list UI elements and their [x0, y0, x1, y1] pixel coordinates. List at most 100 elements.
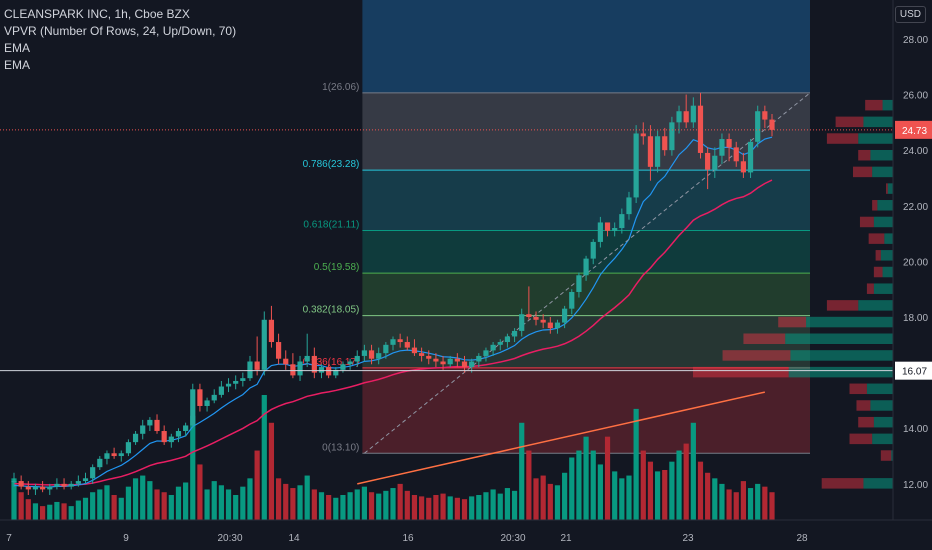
- volume-bar: [204, 489, 210, 520]
- indicator-ema-2[interactable]: EMA: [4, 58, 31, 72]
- vp-up-bar: [870, 149, 893, 161]
- volume-bar: [376, 493, 382, 520]
- volume-bar: [54, 501, 60, 520]
- vp-down-bar: [778, 316, 807, 328]
- vp-up-bar: [785, 333, 893, 345]
- candle-body: [604, 222, 611, 231]
- volume-bar: [125, 486, 132, 520]
- volume-bar: [61, 503, 67, 520]
- candle-body: [640, 133, 646, 137]
- candle-body: [54, 483, 60, 487]
- candle-body: [469, 361, 475, 368]
- candle-body: [290, 364, 296, 376]
- candle-body: [240, 378, 246, 381]
- vp-down-bar: [873, 266, 883, 278]
- candle-body: [104, 453, 110, 459]
- symbol-title[interactable]: CLEANSPARK INC, 1h, Cboe BZX: [4, 7, 190, 21]
- volume-bar: [333, 497, 339, 520]
- indicator-vpvr[interactable]: VPVR (Number Of Rows, 24, Up/Down, 70): [4, 24, 237, 38]
- volume-bar: [390, 488, 396, 520]
- volume-bar: [604, 436, 611, 520]
- volume-bar: [554, 485, 561, 520]
- candle-body: [454, 358, 460, 362]
- vp-up-bar: [788, 366, 893, 378]
- volume-bar: [433, 495, 439, 520]
- volume-bar: [476, 495, 482, 520]
- volume-bar: [419, 496, 425, 520]
- vp-up-bar: [887, 183, 893, 194]
- candle-body: [275, 342, 282, 359]
- volume-bar: [82, 497, 89, 520]
- time-tick-label: 28: [796, 533, 808, 544]
- candle-body: [476, 355, 482, 362]
- candle-body: [90, 467, 96, 479]
- volume-bar: [25, 499, 31, 520]
- crosshair-price-tag: [895, 361, 932, 380]
- volume-bar: [233, 495, 239, 520]
- candle-body: [619, 214, 625, 229]
- volume-bar: [32, 503, 39, 520]
- volume-bar: [247, 478, 253, 520]
- candle-body: [383, 344, 389, 354]
- candle-body: [647, 136, 654, 167]
- volume-bar: [662, 470, 668, 520]
- volume-bar: [47, 504, 53, 520]
- candle-body: [361, 350, 367, 356]
- candle-body: [347, 361, 353, 365]
- candle-body: [569, 291, 575, 309]
- volume-bar: [719, 483, 725, 520]
- candle-body: [426, 355, 432, 359]
- candle-body: [769, 119, 775, 130]
- candle-body: [733, 147, 739, 162]
- candle-body: [447, 358, 453, 365]
- volume-bar: [183, 482, 189, 520]
- volume-bar: [426, 497, 432, 520]
- candle-body: [211, 394, 217, 401]
- volume-bar: [712, 478, 718, 520]
- candle-body: [461, 361, 468, 368]
- volume-bar: [211, 481, 217, 520]
- volume-bar: [254, 450, 260, 520]
- volume-bar: [297, 485, 303, 520]
- volume-bar: [726, 489, 732, 520]
- candle-body: [304, 355, 310, 362]
- candle-body: [376, 353, 382, 359]
- fib-level-label: 0.786(23.28): [303, 159, 360, 170]
- candle-body: [340, 364, 346, 370]
- vp-up-bar: [870, 400, 893, 411]
- volume-bar: [669, 461, 675, 520]
- candle-body: [597, 222, 603, 242]
- candle-body: [147, 419, 153, 426]
- candle-body: [511, 330, 518, 337]
- chart-legend: CLEANSPARK INC, 1h, Cboe BZX VPVR (Numbe…: [4, 6, 236, 74]
- vp-down-bar: [886, 183, 888, 194]
- candle-body: [132, 433, 139, 443]
- volume-bar: [68, 506, 74, 520]
- volume-bar: [340, 495, 346, 520]
- candle-body: [140, 425, 146, 434]
- candle-body: [662, 136, 668, 151]
- candle-body: [82, 478, 89, 482]
- volume-bar: [654, 471, 661, 520]
- vp-up-bar: [863, 478, 893, 489]
- volume-bar: [18, 492, 24, 520]
- volume-bar: [275, 478, 282, 520]
- volume-bar: [311, 489, 317, 520]
- vp-down-bar: [826, 133, 859, 144]
- candle-body: [419, 353, 425, 356]
- candle-body: [583, 258, 589, 276]
- candle-body: [519, 314, 525, 331]
- volume-bar: [97, 489, 103, 520]
- volume-bar: [469, 496, 475, 520]
- ema-fast-line: [13, 136, 773, 488]
- volume-bar: [461, 499, 468, 520]
- volume-bar: [733, 492, 739, 520]
- candle-body: [669, 122, 675, 151]
- volume-bar: [454, 497, 460, 520]
- candle-body: [612, 228, 618, 231]
- indicator-ema-1[interactable]: EMA: [4, 41, 31, 55]
- currency-button[interactable]: USD: [894, 6, 926, 23]
- vp-down-bar: [858, 149, 871, 161]
- vp-down-bar: [866, 283, 874, 294]
